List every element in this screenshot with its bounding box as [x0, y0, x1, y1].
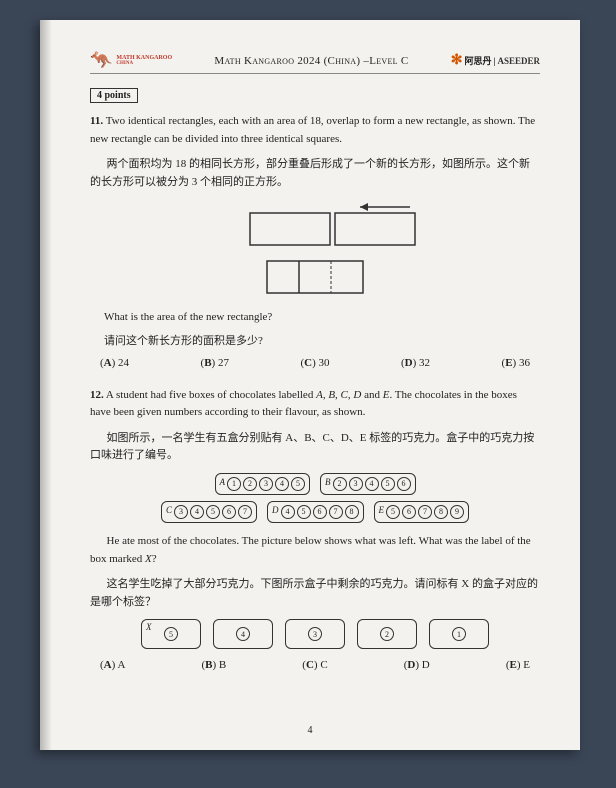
logo-right-en: ASEEDER	[497, 56, 540, 66]
q11-choice-d: (D) 32	[401, 357, 430, 369]
pipe: |	[494, 56, 496, 66]
points-box: 4 points	[90, 88, 138, 103]
q12-choice-a: (A) A	[100, 659, 125, 671]
q12-choice-e: (E) E	[506, 659, 530, 671]
header-title: Math Kangaroo 2024 (China) –Level C	[214, 55, 408, 67]
logo-right: ✻ 阿思丹 | ASEEDER	[451, 52, 540, 69]
q12-choice-b: (B) B	[201, 659, 226, 671]
q12-num: 12.	[90, 389, 104, 401]
box-d: D 4 5 6 7 8	[267, 501, 364, 523]
q12-text-cn: 如图所示，一名学生有五盒分别贴有 A、B、C、D、E 标签的巧克力。盒子中的巧克…	[90, 430, 540, 465]
q11-text-en: Two identical rectangles, each with an a…	[90, 115, 535, 145]
q11-choice-e: (E) 36	[502, 357, 530, 369]
q11-num: 11.	[90, 115, 103, 127]
kangaroo-icon: 🦘	[90, 50, 112, 71]
remain-box-5: 1	[429, 619, 489, 649]
q12-figure2: X 5 4 3 2 1	[90, 619, 540, 649]
q11-svg	[205, 199, 425, 299]
q12-figure1: A 1 2 3 4 5 B 2 3 4 5 6	[90, 473, 540, 523]
q12-text-en: A student had five boxes of chocolates l…	[90, 389, 517, 419]
star-icon: ✻	[451, 52, 463, 69]
paper-page: 🦘 MATH KANGAROO CHINA Math Kangaroo 2024…	[40, 20, 580, 750]
box-b: B 2 3 4 5 6	[320, 473, 416, 495]
remain-box-2: 4	[213, 619, 273, 649]
box-e: E 5 6 7 8 9	[374, 501, 470, 523]
page-header: 🦘 MATH KANGAROO CHINA Math Kangaroo 2024…	[90, 50, 540, 74]
q11-choice-a: (A) 24	[100, 357, 129, 369]
q12: 12. A student had five boxes of chocolat…	[90, 387, 540, 422]
q11-figure	[90, 199, 540, 299]
logo-left: 🦘 MATH KANGAROO CHINA	[90, 50, 172, 71]
q11-prompt-cn: 请问这个新长方形的面积是多少?	[104, 333, 540, 351]
q12-choice-c: (C) C	[302, 659, 327, 671]
remain-box-3: 3	[285, 619, 345, 649]
logo-right-cn: 阿思丹	[464, 54, 491, 67]
q11-choices: (A) 24 (B) 27 (C) 30 (D) 32 (E) 36	[90, 357, 540, 369]
box-a: A 1 2 3 4 5	[215, 473, 311, 495]
page-number: 4	[40, 725, 580, 736]
q11: 11. Two identical rectangles, each with …	[90, 113, 540, 148]
q12-text2-en: He ate most of the chocolates. The pictu…	[90, 533, 540, 568]
q12-text2-cn: 这名学生吃掉了大部分巧克力。下图所示盒子中剩余的巧克力。请问标有 X 的盒子对应…	[90, 576, 540, 611]
logo-left-sub: CHINA	[116, 61, 172, 66]
remain-box-x: X 5	[141, 619, 201, 649]
remain-box-4: 2	[357, 619, 417, 649]
q11-choice-b: (B) 27	[201, 357, 229, 369]
q11-choice-c: (C) 30	[300, 357, 329, 369]
q12-choices: (A) A (B) B (C) C (D) D (E) E	[90, 659, 540, 671]
q12-choice-d: (D) D	[404, 659, 430, 671]
q11-prompt-en: What is the area of the new rectangle?	[104, 309, 540, 327]
box-c: C 3 4 5 6 7	[161, 501, 257, 523]
q11-text-cn: 两个面积均为 18 的相同长方形，部分重叠后形成了一个新的长方形，如图所示。这个…	[90, 156, 540, 191]
